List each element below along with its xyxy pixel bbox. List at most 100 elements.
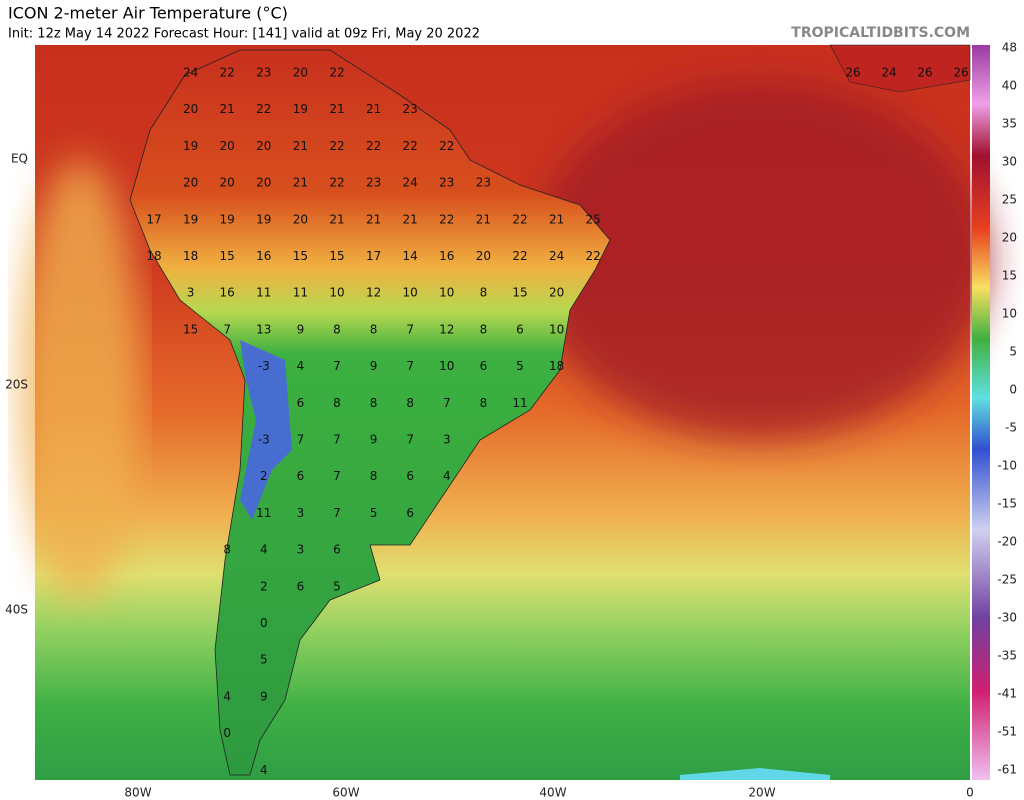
- temp-label: 7: [406, 359, 414, 373]
- temp-label: 7: [223, 322, 231, 336]
- lon-label: 0: [966, 786, 974, 800]
- temp-label: 21: [476, 212, 491, 226]
- temp-label: 16: [220, 286, 235, 300]
- south-america: [129, 49, 611, 776]
- temp-label: 8: [480, 396, 488, 410]
- temp-label: 22: [512, 249, 527, 263]
- temp-label: 21: [329, 102, 344, 116]
- temp-label: 19: [293, 102, 308, 116]
- temp-label: 5: [260, 653, 268, 667]
- colorbar-label: -10: [997, 459, 1017, 473]
- temp-label: 23: [403, 102, 418, 116]
- temp-label: 7: [406, 433, 414, 447]
- source: TROPICALTIDBITS.COM: [791, 25, 970, 41]
- temp-label: 17: [366, 249, 381, 263]
- temp-label: 9: [370, 433, 378, 447]
- temp-label: 7: [333, 506, 341, 520]
- colorbar-label: 10: [1002, 307, 1017, 321]
- colorbar-label: -25: [997, 573, 1017, 587]
- temp-label: 7: [333, 359, 341, 373]
- andes-cold: [240, 340, 292, 520]
- temp-label: 20: [220, 176, 235, 190]
- temp-label: 20: [476, 249, 491, 263]
- temp-label: 21: [549, 212, 564, 226]
- temp-label: 18: [549, 359, 564, 373]
- temp-label: 5: [370, 506, 378, 520]
- temp-label: 12: [366, 286, 381, 300]
- temp-label: 16: [256, 249, 271, 263]
- temp-label: 26: [845, 66, 860, 80]
- temp-label: 24: [183, 66, 198, 80]
- temp-label: 12: [439, 322, 454, 336]
- lon-label: 20W: [748, 786, 775, 800]
- temp-label: 7: [443, 396, 451, 410]
- temp-label: 3: [297, 506, 305, 520]
- temp-label: 20: [549, 286, 564, 300]
- temp-label: 22: [220, 66, 235, 80]
- temp-label: 6: [516, 322, 524, 336]
- temp-label: 2: [260, 579, 268, 593]
- temp-label: 8: [333, 396, 341, 410]
- temp-label: 26: [953, 66, 968, 80]
- temp-label: 10: [439, 286, 454, 300]
- temp-label: 20: [183, 176, 198, 190]
- temp-label: 22: [439, 139, 454, 153]
- colorbar-label: -35: [997, 649, 1017, 663]
- temp-label: 20: [256, 139, 271, 153]
- map: [20, 44, 990, 780]
- temp-label: 22: [512, 212, 527, 226]
- lon-label: 60W: [332, 786, 359, 800]
- temp-label: 22: [366, 139, 381, 153]
- temp-label: 6: [480, 359, 488, 373]
- temp-label: 22: [586, 249, 601, 263]
- temp-label: 4: [297, 359, 305, 373]
- temp-label: 23: [366, 176, 381, 190]
- temp-label: 6: [297, 579, 305, 593]
- temp-label: 3: [297, 543, 305, 557]
- temp-label: 22: [329, 139, 344, 153]
- temp-label: 17: [146, 212, 161, 226]
- temp-label: 9: [297, 322, 305, 336]
- colorbar: [972, 45, 990, 780]
- temp-label: 10: [439, 359, 454, 373]
- temp-label: 21: [366, 212, 381, 226]
- temp-label: 16: [439, 249, 454, 263]
- temp-label: 21: [366, 102, 381, 116]
- temp-label: 0: [260, 616, 268, 630]
- temp-label: 21: [293, 176, 308, 190]
- temp-label: 11: [512, 396, 527, 410]
- temp-label: 6: [406, 506, 414, 520]
- temp-label: 6: [297, 396, 305, 410]
- title: ICON 2-meter Air Temperature (°C): [8, 4, 288, 23]
- temp-label: 4: [223, 689, 231, 703]
- lon-label: 80W: [124, 786, 151, 800]
- colorbar-label: 20: [1002, 231, 1017, 245]
- temp-label: 10: [329, 286, 344, 300]
- temp-label: 22: [403, 139, 418, 153]
- temp-label: 22: [329, 176, 344, 190]
- temp-label: 6: [406, 469, 414, 483]
- africa: [829, 44, 971, 93]
- temp-label: 22: [439, 212, 454, 226]
- colorbar-label: 5: [1009, 345, 1017, 359]
- antarctic-ice: [680, 768, 830, 780]
- temp-label: 15: [512, 286, 527, 300]
- temp-label: 26: [917, 66, 932, 80]
- temp-label: 8: [223, 543, 231, 557]
- temp-label: 6: [297, 469, 305, 483]
- lat-label: EQ: [11, 152, 28, 166]
- colorbar-label: 25: [1002, 193, 1017, 207]
- colorbar-label: -15: [997, 497, 1017, 511]
- lat-label: 20S: [5, 378, 28, 392]
- temp-label: 4: [260, 543, 268, 557]
- temp-label: 6: [333, 543, 341, 557]
- temp-label: 21: [220, 102, 235, 116]
- temp-label: 15: [329, 249, 344, 263]
- colorbar-label: -51: [997, 725, 1017, 739]
- warm-core: [530, 80, 990, 440]
- temp-label: 8: [370, 469, 378, 483]
- colorbar-label: -41: [997, 687, 1017, 701]
- temp-label: 8: [480, 322, 488, 336]
- temp-label: 20: [220, 139, 235, 153]
- cool-coast: [20, 160, 140, 600]
